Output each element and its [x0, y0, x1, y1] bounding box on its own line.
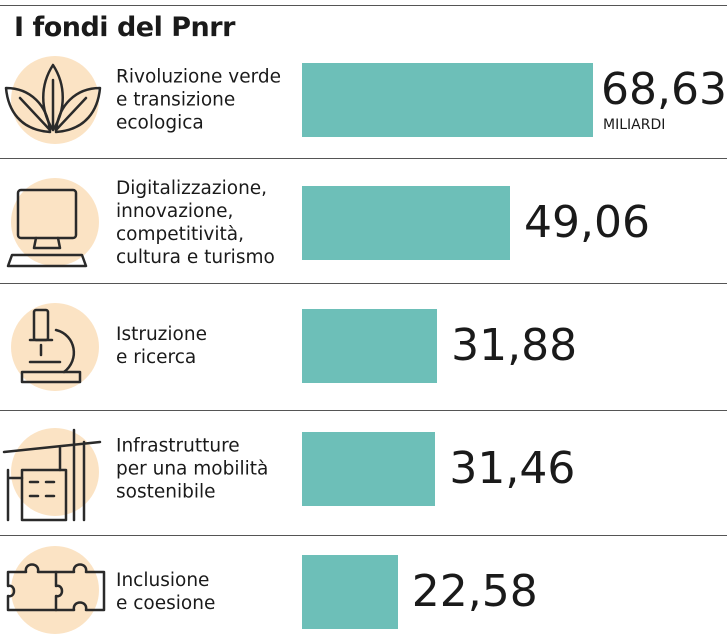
unit-label: MILIARDI [603, 117, 666, 133]
separator [0, 158, 727, 159]
category-label: Digitalizzazione, innovazione, competiti… [116, 178, 275, 268]
icon-crane [2, 428, 102, 522]
bar [302, 309, 438, 383]
chart-title: I fondi del Pnrr [14, 12, 235, 43]
icon-puzzle [6, 546, 106, 634]
bar [302, 63, 593, 137]
bar [302, 432, 436, 506]
icon-microscope [11, 303, 99, 391]
value-label: 22,58 [411, 566, 538, 617]
icon-computer [6, 178, 99, 268]
separator [0, 410, 727, 411]
bar [302, 186, 511, 260]
value-label: 49,06 [524, 197, 650, 248]
bar [302, 555, 398, 629]
separator [0, 5, 727, 6]
value-label: 31,88 [451, 320, 578, 371]
value-label: 31,46 [449, 443, 576, 494]
icon-leaves [4, 56, 102, 144]
category-label: Infrastrutture per una mobilità sostenib… [116, 435, 269, 503]
category-label: Istruzione e ricerca [116, 324, 207, 368]
separator [0, 535, 727, 536]
category-label: Rivoluzione verde e transizione ecologic… [116, 66, 282, 134]
category-label: Inclusione e coesione [116, 570, 216, 614]
value-label: 68,63 [601, 64, 727, 115]
separator [0, 283, 727, 284]
